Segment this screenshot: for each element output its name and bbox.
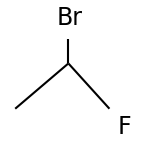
- Text: F: F: [118, 115, 131, 139]
- Text: Br: Br: [57, 6, 83, 30]
